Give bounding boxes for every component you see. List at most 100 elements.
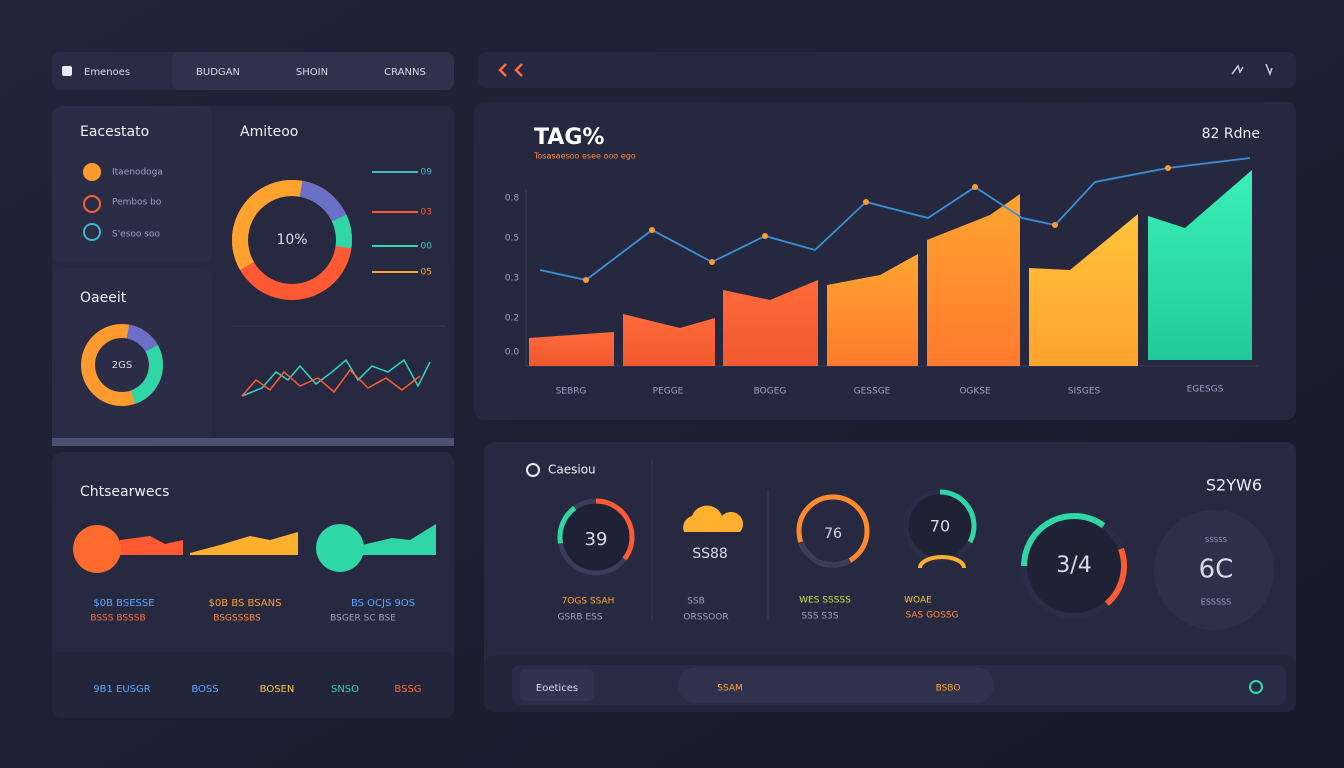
gauge-arc: [918, 555, 966, 569]
back-button[interactable]: [498, 63, 523, 77]
x-label: PEGGE: [653, 387, 684, 397]
panel-title: Oaeeit: [80, 290, 127, 306]
card-note: BSSS BSSSB: [90, 614, 145, 624]
x-label: GESSGE: [854, 387, 891, 397]
panel-footer: [52, 652, 454, 718]
panel-badge: S2YW6: [1206, 476, 1262, 495]
card-note: BSGER SC BSE: [330, 614, 396, 624]
icon: [526, 463, 540, 477]
gauge-value: SS88: [692, 546, 728, 562]
footer-link[interactable]: BOSS: [191, 684, 218, 695]
gauge: [796, 494, 870, 568]
gauge-note: SSS S3S: [801, 612, 838, 622]
list-item: Pembos bo: [112, 198, 162, 208]
status-icon[interactable]: [1249, 680, 1263, 694]
card-value: $0B BSESSE: [93, 598, 154, 609]
x-label: OGKSE: [959, 387, 991, 397]
gauge-value: 39: [585, 529, 608, 550]
donut-label: 10%: [276, 232, 307, 248]
footer-link[interactable]: BOSEN: [260, 684, 295, 695]
gauge-note: SAS GOSSG: [905, 611, 958, 621]
card-icon: [316, 524, 364, 572]
gauge: [1154, 510, 1274, 630]
area-bar: [529, 332, 614, 366]
legend-value: 03: [421, 208, 432, 218]
gauge-value: 3/4: [1056, 553, 1091, 578]
gauge-note: ORSSOOR: [683, 613, 728, 623]
gauge-note: GSRB ESS: [557, 613, 602, 623]
chart-title: TAG%: [534, 125, 604, 150]
trend-line: [539, 157, 1251, 281]
toolbar-icons[interactable]: [1231, 63, 1273, 77]
gauge-label: SSSSS: [1205, 536, 1228, 544]
gauge-value: 76: [824, 526, 842, 542]
area-bar: [1148, 170, 1252, 360]
gauge-label: 7OGS SSAH: [562, 597, 615, 607]
y-label: 0.0: [505, 348, 520, 358]
donut: [231, 179, 352, 300]
sparkline: [241, 358, 431, 397]
x-label: SISGES: [1068, 387, 1101, 397]
card-value: BS OCJS 9OS: [351, 598, 415, 609]
panel-title: Eacestato: [80, 124, 149, 140]
sparkarea: [120, 536, 183, 555]
donut: [232, 180, 352, 300]
panel: [52, 452, 454, 718]
footer-tab[interactable]: [520, 669, 594, 701]
chart-subtitle: Tosasaesoo esee ooo ego: [533, 152, 636, 161]
area-bar: [723, 280, 818, 366]
panel-title: Chtsearwecs: [80, 484, 169, 500]
area-bar: [927, 194, 1020, 366]
nav-tab[interactable]: CRANNS: [384, 67, 426, 78]
legend-value: 09: [421, 168, 433, 178]
footer-link[interactable]: 9B1 EUSGR: [93, 684, 150, 695]
legend-value: 00: [421, 242, 433, 252]
logo: [62, 66, 72, 76]
cloud-icon: [683, 505, 744, 532]
gauge-value: 70: [930, 517, 950, 536]
icon: [83, 163, 101, 181]
gauge-label: WOAE: [904, 596, 932, 606]
list-item: Itaenodoga: [112, 168, 163, 178]
legend-value: 05: [421, 268, 432, 278]
sparkarea: [362, 524, 436, 555]
brand: Emenoes: [84, 67, 130, 78]
gauge-note: ESSSSS: [1201, 598, 1231, 607]
panel-card: [52, 268, 212, 446]
footer-label: BSBO: [936, 684, 961, 694]
panel-title: Caesiou: [548, 463, 596, 477]
gauge: [557, 498, 635, 576]
footer-link[interactable]: SNSO: [331, 684, 359, 695]
footer-label: SSAM: [717, 684, 743, 694]
icon: [83, 223, 101, 241]
list-item: S'esoo soo: [112, 230, 160, 240]
gauge: [903, 489, 977, 563]
y-label: 0.3: [505, 274, 519, 284]
donut: [81, 324, 163, 406]
y-label: 0.5: [505, 234, 519, 244]
card-icon: [73, 525, 121, 573]
footer-link[interactable]: BSSG: [394, 684, 421, 695]
search-box[interactable]: [678, 667, 994, 703]
panel: [484, 442, 1296, 712]
area-bar: [1029, 214, 1138, 366]
x-label: BOGEG: [754, 387, 787, 397]
nav-tabs: [172, 52, 454, 90]
gauge-value: 6C: [1199, 555, 1234, 585]
card-note: BSGSSSBS: [213, 614, 261, 624]
x-label: EGESGS: [1187, 385, 1224, 395]
nav-tab[interactable]: BUDGAN: [196, 67, 240, 78]
top-bar: [478, 52, 1296, 88]
sparkarea: [190, 532, 298, 555]
gauge: [1021, 513, 1127, 619]
panel-edge: [52, 438, 454, 446]
gauge-label: WES SSSSS: [799, 596, 851, 606]
nav-tab[interactable]: SHOIN: [296, 67, 328, 78]
donut-label: 2GS: [112, 360, 132, 371]
trend-points: [583, 165, 1171, 283]
gauge: [557, 498, 635, 576]
panel-title: Amiteoo: [240, 124, 298, 140]
sparkline: [241, 368, 421, 397]
chart-badge: 82 Rdne: [1202, 126, 1260, 142]
